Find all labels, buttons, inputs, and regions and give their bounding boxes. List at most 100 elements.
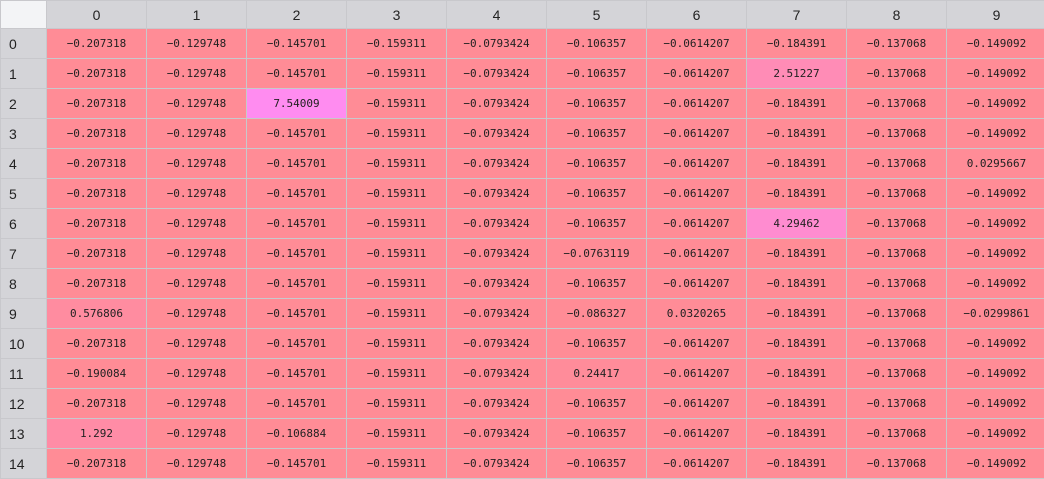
grid-cell[interactable]: −0.149092	[946, 328, 1044, 359]
grid-cell[interactable]: −0.184391	[746, 118, 847, 149]
grid-cell[interactable]: −0.145701	[246, 178, 347, 209]
grid-cell[interactable]: −0.159311	[346, 88, 447, 119]
grid-cell[interactable]: −0.129748	[146, 448, 247, 479]
grid-cell[interactable]: −0.145701	[246, 208, 347, 239]
grid-cell[interactable]: 7.54009	[246, 88, 347, 119]
row-header[interactable]: 5	[0, 178, 47, 209]
grid-cell[interactable]: 0.576806	[46, 298, 147, 329]
grid-cell[interactable]: 2.51227	[746, 58, 847, 89]
grid-cell[interactable]: −0.129748	[146, 178, 247, 209]
grid-cell[interactable]: −0.149092	[946, 448, 1044, 479]
grid-cell[interactable]: −0.137068	[846, 358, 947, 389]
grid-cell[interactable]: −0.149092	[946, 388, 1044, 419]
grid-cell[interactable]: −0.207318	[46, 58, 147, 89]
grid-cell[interactable]: −0.0614207	[646, 388, 747, 419]
grid-cell[interactable]: −0.106357	[546, 88, 647, 119]
grid-cell[interactable]: −0.184391	[746, 238, 847, 269]
row-header[interactable]: 14	[0, 448, 47, 479]
grid-cell[interactable]: −0.159311	[346, 298, 447, 329]
row-header[interactable]: 13	[0, 418, 47, 449]
grid-cell[interactable]: −0.207318	[46, 268, 147, 299]
grid-cell[interactable]: −0.159311	[346, 58, 447, 89]
grid-cell[interactable]: −0.184391	[746, 388, 847, 419]
grid-cell[interactable]: −0.0793424	[446, 298, 547, 329]
row-header[interactable]: 1	[0, 58, 47, 89]
grid-cell[interactable]: −0.149092	[946, 358, 1044, 389]
grid-cell[interactable]: −0.159311	[346, 328, 447, 359]
grid-cell[interactable]: −0.0793424	[446, 178, 547, 209]
grid-cell[interactable]: −0.106357	[546, 148, 647, 179]
grid-cell[interactable]: −0.0614207	[646, 238, 747, 269]
grid-cell[interactable]: −0.145701	[246, 28, 347, 59]
grid-cell[interactable]: −0.106357	[546, 28, 647, 59]
row-header[interactable]: 3	[0, 118, 47, 149]
grid-cell[interactable]: −0.207318	[46, 178, 147, 209]
grid-cell[interactable]: −0.145701	[246, 118, 347, 149]
grid-cell[interactable]: −0.0614207	[646, 268, 747, 299]
grid-cell[interactable]: 0.0295667	[946, 148, 1044, 179]
grid-cell[interactable]: −0.106357	[546, 268, 647, 299]
grid-cell[interactable]: −0.0763119	[546, 238, 647, 269]
grid-cell[interactable]: −0.207318	[46, 388, 147, 419]
row-header[interactable]: 0	[0, 28, 47, 59]
row-header[interactable]: 9	[0, 298, 47, 329]
grid-cell[interactable]: −0.184391	[746, 448, 847, 479]
grid-cell[interactable]: −0.184391	[746, 328, 847, 359]
grid-cell[interactable]: −0.149092	[946, 28, 1044, 59]
grid-cell[interactable]: −0.159311	[346, 418, 447, 449]
column-header[interactable]: 4	[446, 0, 547, 29]
grid-cell[interactable]: −0.137068	[846, 418, 947, 449]
grid-cell[interactable]: −0.137068	[846, 118, 947, 149]
grid-cell[interactable]: −0.106357	[546, 178, 647, 209]
grid-cell[interactable]: −0.0614207	[646, 358, 747, 389]
grid-cell[interactable]: −0.207318	[46, 448, 147, 479]
grid-cell[interactable]: −0.0299861	[946, 298, 1044, 329]
grid-cell[interactable]: −0.129748	[146, 88, 247, 119]
grid-cell[interactable]: −0.0793424	[446, 388, 547, 419]
grid-cell[interactable]: −0.137068	[846, 208, 947, 239]
grid-cell[interactable]: −0.207318	[46, 148, 147, 179]
row-header[interactable]: 4	[0, 148, 47, 179]
grid-cell[interactable]: −0.0793424	[446, 328, 547, 359]
grid-cell[interactable]: −0.106357	[546, 58, 647, 89]
grid-cell[interactable]: −0.149092	[946, 268, 1044, 299]
grid-cell[interactable]: −0.190084	[46, 358, 147, 389]
row-header[interactable]: 10	[0, 328, 47, 359]
grid-cell[interactable]: −0.106884	[246, 418, 347, 449]
grid-cell[interactable]: −0.0793424	[446, 358, 547, 389]
grid-cell[interactable]: −0.159311	[346, 448, 447, 479]
grid-cell[interactable]: −0.149092	[946, 238, 1044, 269]
column-header[interactable]: 7	[746, 0, 847, 29]
grid-cell[interactable]: −0.129748	[146, 58, 247, 89]
grid-cell[interactable]: −0.149092	[946, 178, 1044, 209]
grid-cell[interactable]: −0.0793424	[446, 28, 547, 59]
grid-cell[interactable]: −0.0793424	[446, 448, 547, 479]
grid-cell[interactable]: −0.106357	[546, 448, 647, 479]
row-header[interactable]: 6	[0, 208, 47, 239]
grid-cell[interactable]: −0.137068	[846, 58, 947, 89]
grid-cell[interactable]: −0.207318	[46, 28, 147, 59]
grid-cell[interactable]: −0.137068	[846, 88, 947, 119]
grid-cell[interactable]: −0.184391	[746, 148, 847, 179]
column-header[interactable]: 6	[646, 0, 747, 29]
grid-cell[interactable]: −0.159311	[346, 148, 447, 179]
grid-cell[interactable]: 4.29462	[746, 208, 847, 239]
grid-cell[interactable]: −0.207318	[46, 328, 147, 359]
grid-cell[interactable]: −0.184391	[746, 268, 847, 299]
grid-cell[interactable]: −0.137068	[846, 178, 947, 209]
grid-cell[interactable]: −0.0614207	[646, 178, 747, 209]
grid-cell[interactable]: −0.145701	[246, 328, 347, 359]
grid-cell[interactable]: −0.137068	[846, 148, 947, 179]
column-header[interactable]: 9	[946, 0, 1044, 29]
grid-cell[interactable]: −0.0793424	[446, 208, 547, 239]
grid-cell[interactable]: −0.145701	[246, 238, 347, 269]
grid-cell[interactable]: −0.137068	[846, 298, 947, 329]
grid-cell[interactable]: −0.0614207	[646, 208, 747, 239]
column-header[interactable]: 2	[246, 0, 347, 29]
grid-cell[interactable]: −0.106357	[546, 118, 647, 149]
grid-cell[interactable]: 1.292	[46, 418, 147, 449]
grid-cell[interactable]: −0.149092	[946, 118, 1044, 149]
grid-cell[interactable]: 0.24417	[546, 358, 647, 389]
grid-cell[interactable]: −0.0793424	[446, 238, 547, 269]
grid-cell[interactable]: −0.129748	[146, 238, 247, 269]
